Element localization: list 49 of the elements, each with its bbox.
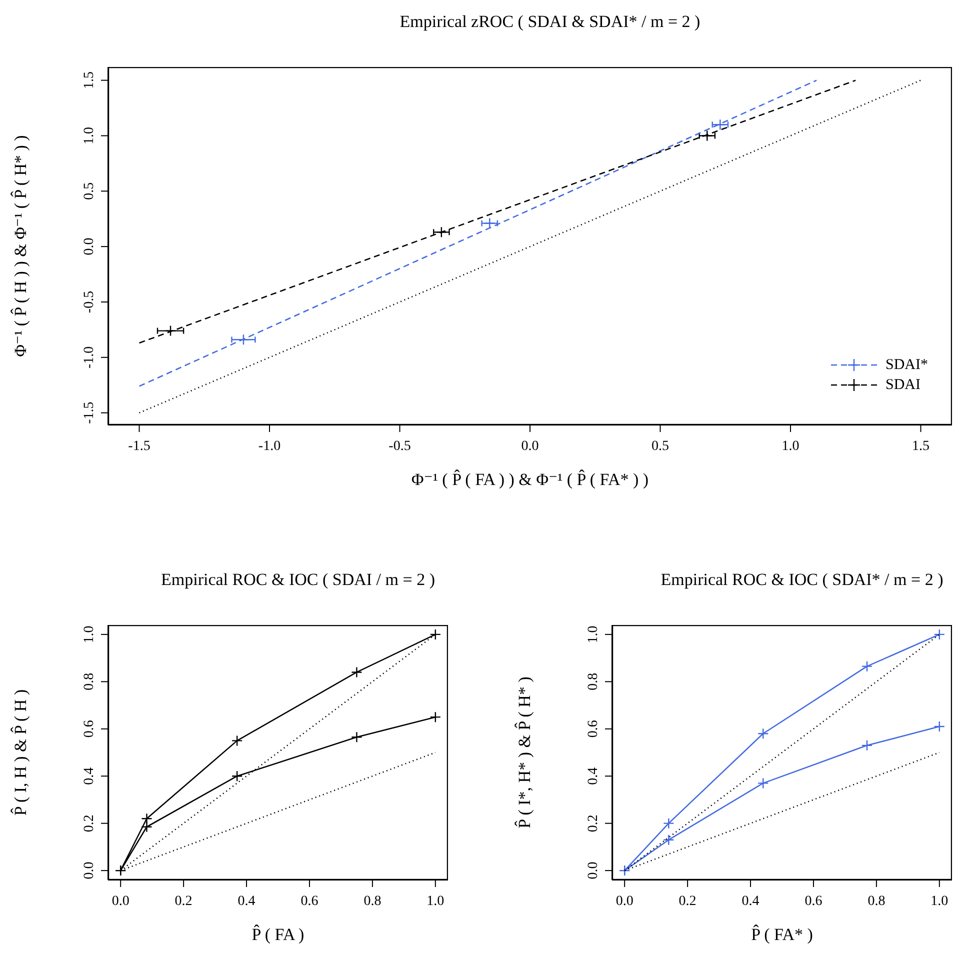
y-tick-label: 0.4	[586, 767, 601, 785]
x-tick-label: -1.0	[258, 438, 281, 454]
x-tick-label: 0.4	[742, 894, 760, 909]
x-tick-label: 0.5	[651, 438, 669, 454]
y-tick-label: 0.0	[82, 238, 97, 256]
x-tick-label: 1.0	[426, 894, 444, 909]
x-tick-label: 0.8	[868, 894, 886, 909]
chart-title: Empirical ROC & IOC ( SDAI* / m = 2 )	[660, 570, 944, 590]
y-tick-label: 1.5	[82, 72, 97, 90]
x-tick-label: -0.5	[388, 438, 411, 454]
x-tick-label: 0.8	[364, 894, 382, 909]
x-tick-label: 0.0	[616, 894, 634, 909]
y-tick-label: 0.6	[82, 720, 97, 738]
y-tick-label: 0.4	[82, 767, 97, 785]
x-axis-title: Φ⁻¹ ( P̂ ( FA ) ) & Φ⁻¹ ( P̂ ( FA* ) )	[411, 470, 649, 489]
x-tick-label: -1.5	[128, 438, 150, 454]
y-tick-label: 0.0	[82, 862, 97, 880]
x-tick-label: 1.5	[912, 438, 930, 454]
x-tick-label: 0.4	[238, 894, 256, 909]
y-axis-title: Φ⁻¹ ( P̂ ( H ) ) & Φ⁻¹ ( P̂ ( H* ) )	[10, 135, 30, 357]
y-tick-label: 0.2	[586, 814, 601, 832]
x-tick-label: 0.2	[678, 894, 696, 909]
chart-title: Empirical zROC ( SDAI & SDAI* / m = 2 )	[398, 12, 702, 32]
y-tick-label: 0.5	[82, 182, 97, 200]
y-tick-label: 0.2	[82, 814, 97, 832]
legend-label: SDAI*	[885, 356, 928, 374]
y-tick-label: 1.0	[82, 626, 97, 644]
x-axis-title: P̂ ( FA )	[252, 924, 304, 944]
y-tick-label: 0.8	[82, 672, 97, 690]
x-axis-title: P̂ ( FA* )	[751, 924, 813, 944]
y-axis-title: P̂ ( I*, H* ) & P̂ ( H* )	[514, 676, 534, 828]
y-tick-label: -1.0	[82, 346, 97, 368]
y-tick-label: 0.6	[586, 720, 601, 738]
x-tick-label: 0.0	[521, 438, 539, 454]
y-tick-label: -1.5	[82, 402, 97, 424]
x-tick-label: 0.2	[174, 894, 192, 909]
x-tick-label: 1.0	[782, 438, 800, 454]
chart-title: Empirical ROC & IOC ( SDAI / m = 2 )	[160, 570, 436, 590]
legend-label: SDAI	[885, 376, 920, 394]
y-tick-label: 1.0	[586, 626, 601, 644]
x-tick-label: 1.0	[930, 894, 948, 909]
x-tick-label: 0.6	[804, 894, 822, 909]
y-axis-title: P̂ ( I, H ) & P̂ ( H )	[10, 689, 30, 816]
y-tick-label: 0.8	[586, 672, 601, 690]
y-tick-label: 1.0	[82, 126, 97, 144]
y-tick-label: 0.0	[586, 862, 601, 880]
x-tick-label: 0.6	[300, 894, 318, 909]
y-tick-label: -0.5	[82, 290, 97, 314]
x-tick-label: 0.0	[112, 894, 130, 909]
